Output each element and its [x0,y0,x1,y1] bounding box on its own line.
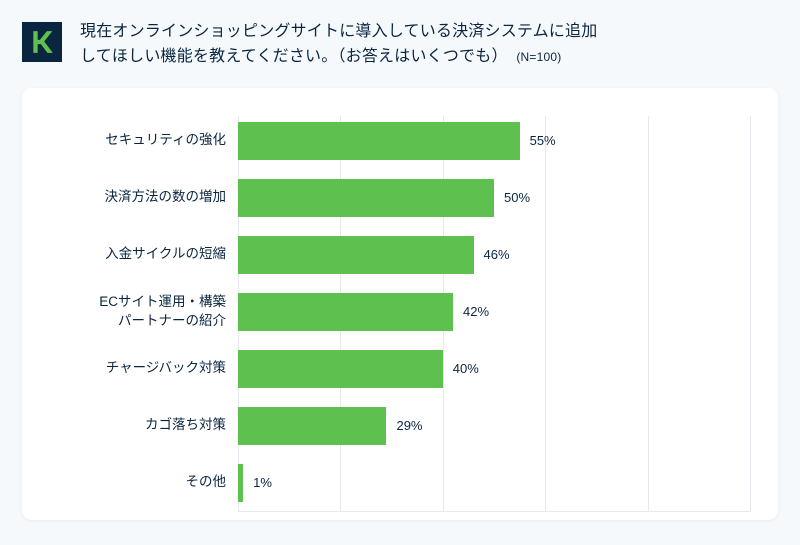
bar-area: 50% [238,173,750,223]
logo-k-icon [29,29,55,55]
title-line-1: 現在オンラインショッピングサイトに導入している決済システムに追加 [80,23,597,40]
bar [238,122,520,160]
bar-row: 決済方法の数の増加 50% [50,173,750,223]
gridline [750,116,751,512]
bar [238,236,474,274]
bar-label: ECサイト運用・構築 パートナーの紹介 [50,293,238,329]
bar-area: 46% [238,230,750,280]
bar-value: 50% [504,190,530,205]
chart-card: セキュリティの強化 55% 決済方法の数の増加 50% 入金サイクルの短縮 46% ECサイ… [22,88,778,520]
bar-label: 入金サイクルの短縮 [50,245,238,263]
bar-label: その他 [50,473,238,491]
bar-value: 40% [453,361,479,376]
bar-row: その他 1% [50,458,750,508]
bar-value: 29% [396,418,422,433]
title-line-2: してほしい機能を教えてください。（お答えはいくつでも） [80,48,508,65]
bar-value: 46% [484,247,510,262]
bar [238,407,386,445]
bar-label: チャージバック対策 [50,359,238,377]
bar [238,464,243,502]
bar-area: 29% [238,401,750,451]
header: 現在オンラインショッピングサイトに導入している決済システムに追加 してほしい機能… [22,20,778,70]
bar-area: 55% [238,116,750,166]
bar-area: 1% [238,458,750,508]
bar-row: 入金サイクルの短縮 46% [50,230,750,280]
bar-value: 1% [253,475,272,490]
bar-value: 42% [463,304,489,319]
bar-row: カゴ落ち対策 29% [50,401,750,451]
bar-label: カゴ落ち対策 [50,416,238,434]
bar [238,350,443,388]
bar-row: セキュリティの強化 55% [50,116,750,166]
bar-area: 40% [238,344,750,394]
bar-label: 決済方法の数の増加 [50,188,238,206]
bar-label: セキュリティの強化 [50,131,238,149]
brand-logo [22,22,62,62]
bar-area: 42% [238,287,750,337]
bar-value: 55% [530,133,556,148]
bar [238,293,453,331]
chart-baseline [238,511,750,512]
bar-row: チャージバック対策 40% [50,344,750,394]
bar-chart: セキュリティの強化 55% 決済方法の数の増加 50% 入金サイクルの短縮 46% ECサイ… [50,116,750,512]
bar-row: ECサイト運用・構築 パートナーの紹介 42% [50,287,750,337]
sample-size: (N=100) [516,50,561,64]
survey-question: 現在オンラインショッピングサイトに導入している決済システムに追加 してほしい機能… [80,20,597,70]
bar [238,179,494,217]
